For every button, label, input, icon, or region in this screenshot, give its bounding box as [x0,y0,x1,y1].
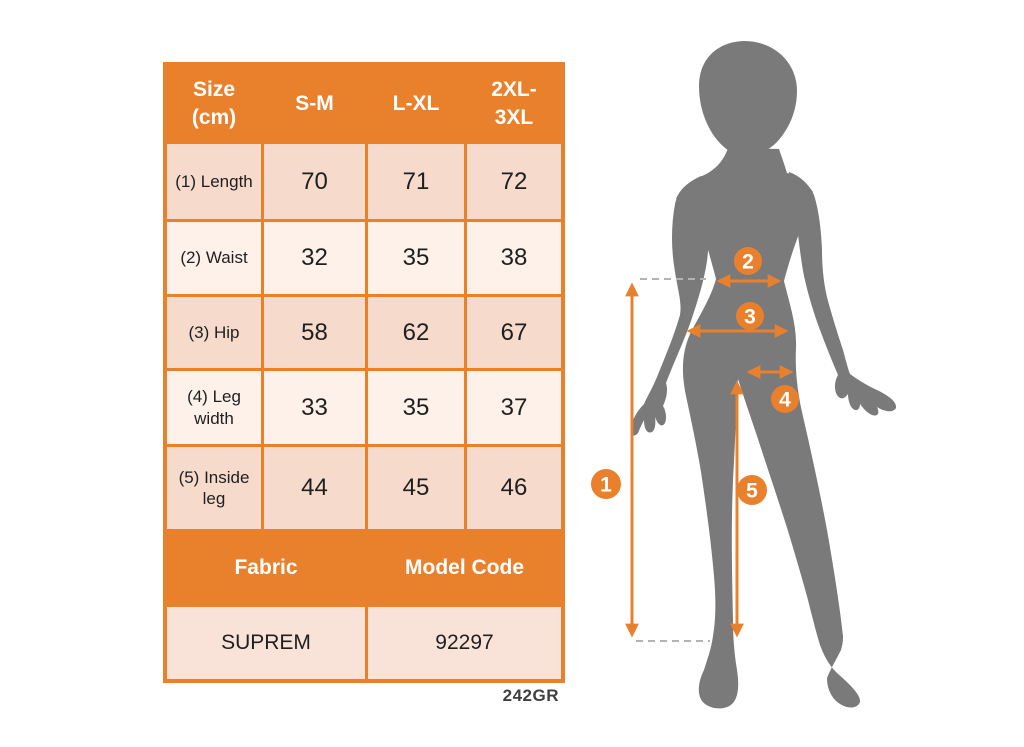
cell-hip-lxl: 62 [368,297,464,368]
silhouette-body [676,148,861,709]
cell-leg-width-2xl3xl: 37 [467,371,561,444]
cell-length-2xl3xl: 72 [467,144,561,219]
badge-4-number: 4 [779,389,791,412]
badge-5-number: 5 [746,480,758,503]
column-header-sm: S-M [264,66,365,141]
cell-hip-2xl3xl: 67 [467,297,561,368]
badge-5-circle [737,475,767,505]
cell-waist-lxl: 35 [368,222,464,294]
cell-leg-width-sm: 33 [264,371,365,444]
fabric-value: SUPREM [167,607,365,679]
fabric-header: Fabric [167,532,365,604]
cell-hip-sm: 58 [264,297,365,368]
row-label-waist: (2) Waist [167,222,261,294]
badge-1-circle [591,469,621,499]
cell-length-sm: 70 [264,144,365,219]
cell-waist-sm: 32 [264,222,365,294]
silhouette-head [699,41,797,156]
row-label-leg-width: (4) Leg width [167,371,261,444]
badge-2-circle [734,247,762,275]
badge-2-number: 2 [742,251,754,274]
size-chart-table: Size (cm) S-M L-XL 2XL-3XL (1) Length 70… [163,62,565,683]
badge-3-number: 3 [744,306,756,329]
product-code: 242GR [502,686,559,705]
cell-inside-leg-lxl: 45 [368,447,464,529]
cell-waist-2xl3xl: 38 [467,222,561,294]
badge-1-number: 1 [600,474,612,497]
column-header-size: Size (cm) [167,66,261,141]
cell-inside-leg-sm: 44 [264,447,365,529]
cell-leg-width-lxl: 35 [368,371,464,444]
silhouette-left-arm [630,176,723,436]
row-label-length: (1) Length [167,144,261,219]
female-silhouette [630,41,897,709]
measurement-figure: 1 2 3 4 5 [591,41,897,709]
model-code-header: Model Code [368,532,561,604]
column-header-2xl3xl: 2XL-3XL [467,66,561,141]
measure-badges: 1 2 3 4 5 [591,247,799,505]
cell-inside-leg-2xl3xl: 46 [467,447,561,529]
row-label-inside-leg: (5) Inside leg [167,447,261,529]
row-label-hip: (3) Hip [167,297,261,368]
badge-4-circle [771,385,799,413]
badge-3-circle [736,302,764,330]
cell-length-lxl: 71 [368,144,464,219]
silhouette-right-arm [787,172,897,416]
column-header-lxl: L-XL [368,66,464,141]
model-code-value: 92297 [368,607,561,679]
